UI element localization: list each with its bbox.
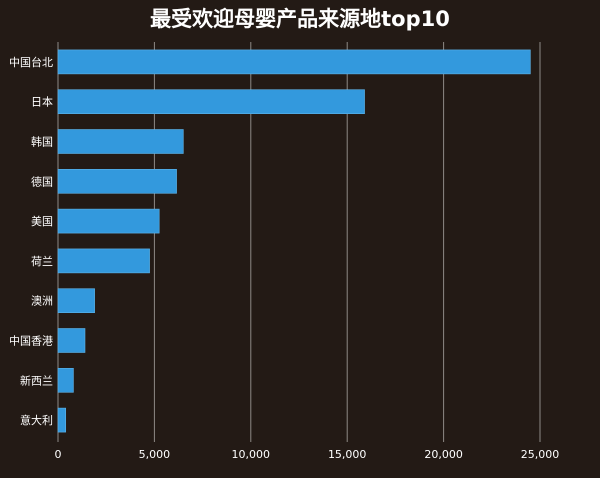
x-axis-tick-labels: 0 5,000 10,000 15,000 20,000 25,000 bbox=[55, 448, 560, 461]
category-label-4: 美国 bbox=[31, 215, 53, 228]
bar-1 bbox=[57, 89, 365, 114]
category-label-5: 荷兰 bbox=[31, 255, 53, 268]
x-tick-label-4: 20,000 bbox=[424, 448, 463, 461]
bar-5 bbox=[57, 248, 150, 274]
bar-2 bbox=[57, 129, 184, 154]
category-label-7: 中国香港 bbox=[9, 335, 53, 348]
chart-title: 最受欢迎母婴产品来源地top10 bbox=[150, 7, 450, 31]
category-label-0: 中国台北 bbox=[9, 55, 53, 69]
category-label-1: 日本 bbox=[31, 95, 53, 109]
bar-0 bbox=[57, 49, 531, 75]
category-label-6: 澳洲 bbox=[31, 295, 53, 308]
x-tick-label-0: 0 bbox=[55, 448, 62, 461]
category-label-2: 韩国 bbox=[31, 135, 53, 149]
bars bbox=[57, 49, 531, 433]
x-tick-label-1: 5,000 bbox=[139, 448, 171, 461]
bar-8 bbox=[57, 367, 74, 393]
bar-3 bbox=[57, 169, 177, 194]
category-label-8: 新西兰 bbox=[20, 373, 53, 387]
x-tick-label-2: 10,000 bbox=[232, 448, 271, 461]
category-label-9: 意大利 bbox=[20, 413, 53, 427]
bar-4 bbox=[57, 208, 160, 234]
category-label-3: 德国 bbox=[31, 174, 53, 188]
bar-9 bbox=[57, 407, 67, 433]
x-tick-label-3: 15,000 bbox=[328, 448, 367, 461]
x-tick-label-5: 25,000 bbox=[521, 448, 560, 461]
bar-7 bbox=[57, 328, 86, 353]
bar-6 bbox=[57, 288, 95, 314]
